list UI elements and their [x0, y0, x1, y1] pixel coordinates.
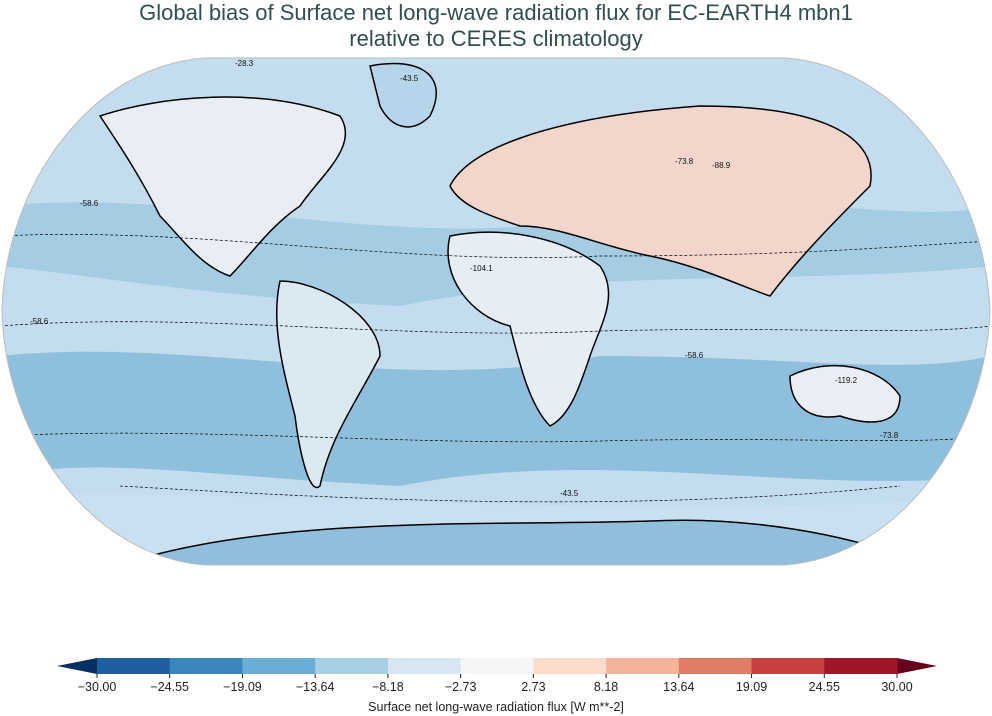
title-line-1: Global bias of Surface net long-wave rad…	[139, 0, 853, 25]
colorbar-tick-label: 13.64	[663, 680, 694, 694]
colorbar-tick-label: 2.73	[521, 680, 545, 694]
colorbar-tick-label: 19.09	[736, 680, 767, 694]
colorbar-tick-label: 24.55	[809, 680, 840, 694]
contour-lines	[2, 234, 990, 503]
colorbar-tick-label: −2.73	[445, 680, 477, 694]
colorbar-tick-label: −13.64	[296, 680, 335, 694]
colorbar-extend-low	[57, 658, 97, 674]
colorbar-tick-label: 8.18	[594, 680, 618, 694]
colorbar-segment	[606, 658, 680, 674]
contour-label: -119.2	[835, 376, 858, 385]
contour-label: -28.3	[235, 59, 254, 68]
colorbar-label: Surface net long-wave radiation flux [W …	[368, 700, 624, 714]
map-border	[1, 57, 991, 566]
contour-label: -43.5	[560, 489, 579, 498]
colorbar-segment	[460, 658, 534, 674]
africa	[447, 231, 610, 427]
colorbar-segment	[315, 658, 389, 674]
greenland	[369, 62, 437, 128]
contour-label: -73.8	[675, 157, 694, 166]
contour-label: -58.6	[80, 199, 99, 208]
colorbar-tick-label: −19.09	[223, 680, 262, 694]
colorbar: −30.00 −24.55 −19.09 −13.64 −8.18 −2.73 2.73 8.…	[57, 658, 937, 714]
map: -58.6 -58.6 -58.6 -28.3 -43.5 -43.5 -73.…	[1, 57, 991, 566]
colorbar-tick-label: −8.18	[372, 680, 404, 694]
colorbar-tick-label: −24.55	[150, 680, 189, 694]
colorbar-segment	[169, 658, 243, 674]
contour-label: -73.8	[880, 431, 899, 440]
colorbar-segment	[824, 658, 898, 674]
colorbar-segment	[387, 658, 462, 674]
contour-label: -88.9	[712, 161, 731, 170]
contour-label: -58.6	[30, 317, 49, 326]
colorbar-segment	[678, 658, 753, 674]
contour-label: -58.6	[685, 351, 704, 360]
north-america	[98, 96, 347, 277]
contour-label: -104.1	[470, 264, 493, 273]
australia	[789, 364, 901, 423]
colorbar-segment	[97, 658, 171, 674]
colorbar-segment	[751, 658, 825, 674]
ocean-band-south	[2, 351, 990, 486]
title-line-2: relative to CERES climatology	[349, 26, 643, 51]
south-america	[275, 280, 381, 489]
contour-label: -43.5	[400, 74, 419, 83]
colorbar-tick-label: −30.00	[78, 680, 117, 694]
colorbar-extend-high	[897, 658, 937, 674]
eurasia	[449, 105, 872, 297]
colorbar-segment	[533, 658, 607, 674]
colorbar-tick-label: 30.00	[881, 680, 912, 694]
colorbar-segment	[242, 658, 316, 674]
chart-title: Global bias of Surface net long-wave rad…	[0, 0, 992, 52]
